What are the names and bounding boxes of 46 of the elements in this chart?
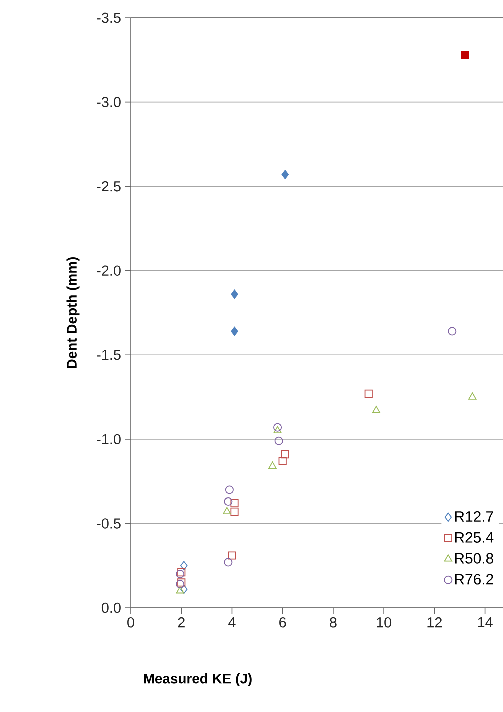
x-tick-label: 14 xyxy=(478,618,493,628)
legend-label: R12.7 xyxy=(455,511,494,522)
x-tick-label: 4 xyxy=(228,618,236,628)
y-tick-label: -2.0 xyxy=(97,266,121,276)
point xyxy=(448,327,457,336)
point xyxy=(176,586,184,594)
point xyxy=(224,558,233,567)
x-tick-label: 12 xyxy=(428,618,442,628)
x-tick-label: 6 xyxy=(280,618,286,628)
y-tick-label: -1.5 xyxy=(97,350,121,360)
point xyxy=(230,499,239,508)
legend-label: R25.4 xyxy=(455,532,494,543)
x-tick-label: 8 xyxy=(330,618,337,628)
x-axis-title: Measured KE (J) xyxy=(144,674,252,687)
point xyxy=(281,450,290,459)
y-tick-label: -2.5 xyxy=(97,181,121,192)
y-tick-label: -0.5 xyxy=(97,518,121,529)
point xyxy=(225,486,234,494)
point xyxy=(268,462,277,469)
point xyxy=(231,326,238,336)
point xyxy=(274,436,284,446)
point xyxy=(224,498,233,506)
legend-label: R50.8 xyxy=(455,553,494,564)
point xyxy=(282,170,289,180)
point xyxy=(180,561,188,571)
point xyxy=(372,406,381,414)
point xyxy=(180,584,188,594)
point xyxy=(228,552,236,560)
x-tick-label: 10 xyxy=(377,618,392,628)
point xyxy=(223,507,232,514)
legend-label: R76.2 xyxy=(455,574,494,585)
point xyxy=(230,508,239,516)
y-tick-label: -3.0 xyxy=(97,97,121,108)
point xyxy=(278,457,287,466)
point xyxy=(274,423,282,432)
y-tick-label: 0.0 xyxy=(102,602,121,614)
point xyxy=(468,392,477,400)
point xyxy=(231,290,238,300)
point xyxy=(364,390,373,398)
x-tick-label: 0 xyxy=(128,618,134,628)
point xyxy=(460,51,470,60)
y-axis-title: Dent Depth (mm) xyxy=(66,258,80,368)
point xyxy=(274,426,282,434)
y-tick-label: -3.5 xyxy=(97,12,121,24)
x-tick-label: 2 xyxy=(178,618,185,628)
y-tick-label: -1.0 xyxy=(97,434,121,445)
